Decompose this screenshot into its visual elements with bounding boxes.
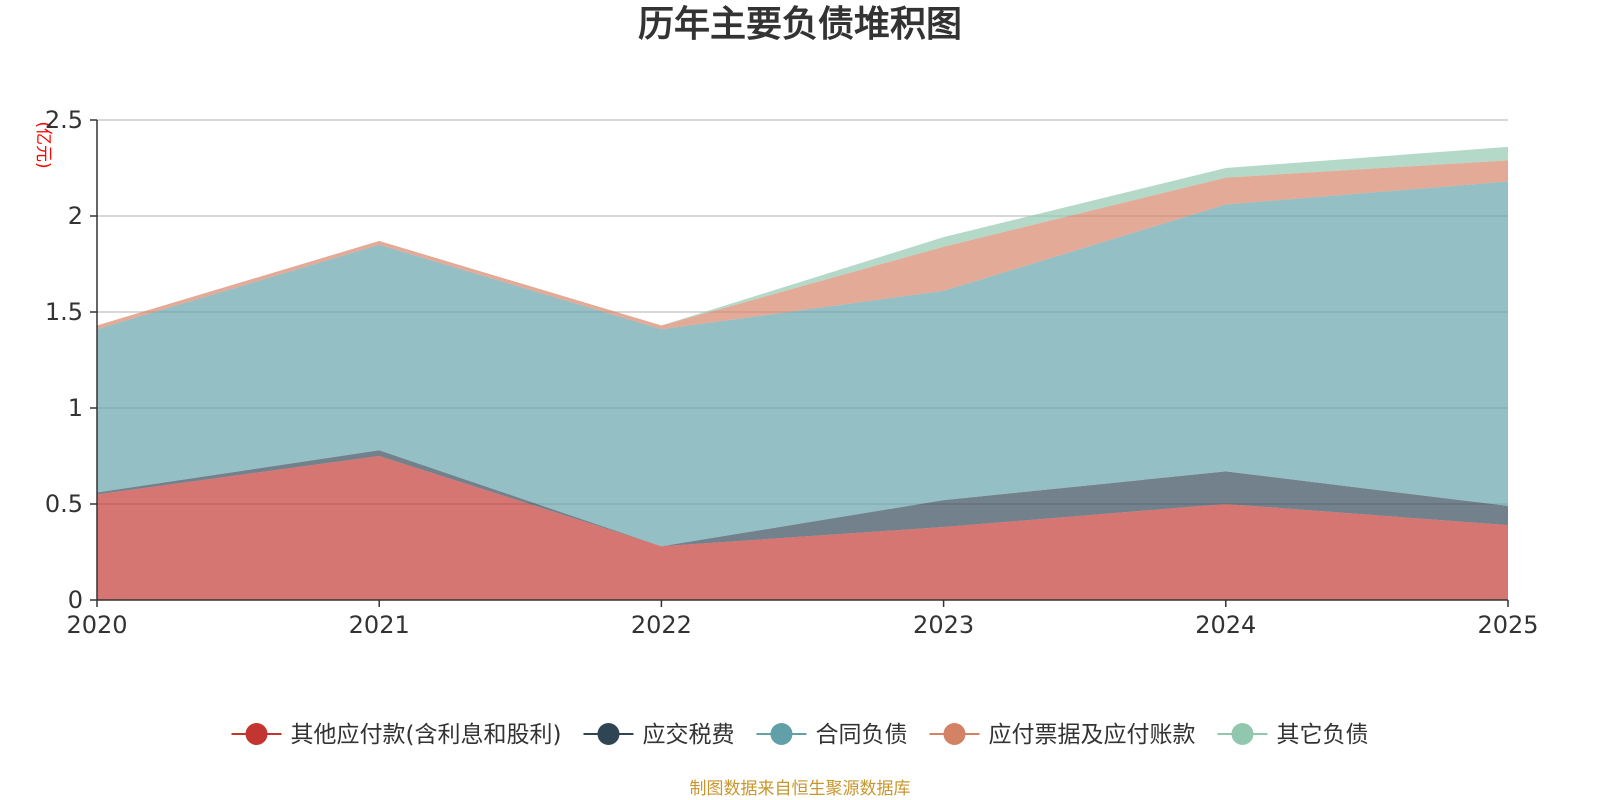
y-tick-label: 2	[68, 202, 83, 230]
y-axis-unit-label: (亿元)	[33, 121, 53, 168]
legend-marker-icon	[1231, 723, 1254, 745]
chart-title: 历年主要负债堆积图	[638, 4, 962, 45]
area-series-4	[97, 160, 1508, 330]
x-tick-label: 2020	[66, 611, 127, 639]
y-tick-label: 1	[68, 394, 83, 422]
area-series-1	[97, 456, 1508, 600]
legend-marker-icon	[770, 723, 793, 745]
x-tick-label: 2022	[631, 611, 692, 639]
y-tick-label: 1.5	[45, 298, 83, 326]
legend-label: 应交税费	[642, 722, 734, 748]
legend-label: 应付票据及应付账款	[988, 722, 1195, 748]
legend-label: 其它负债	[1276, 722, 1368, 748]
legend-item-1[interactable]: 其他应付款(含利息和股利)	[231, 722, 562, 748]
x-tick-label: 2023	[913, 611, 974, 639]
area-series-2	[97, 450, 1508, 547]
legend-marker-icon	[597, 723, 620, 745]
x-tick-label: 2024	[1195, 611, 1256, 639]
source-note: 制图数据来自恒生聚源数据库	[690, 779, 911, 799]
legend: 其他应付款(含利息和股利) 应交税费 合同负债 应付票据及应付账款 其它负债	[231, 722, 1368, 748]
area-series-5	[97, 146, 1508, 326]
x-tick-label: 2025	[1477, 611, 1538, 639]
legend-label: 其他应付款(含利息和股利)	[291, 722, 562, 748]
legend-marker-icon	[245, 723, 268, 745]
legend-label: 合同负债	[815, 722, 907, 748]
legend-item-3[interactable]: 合同负债	[756, 722, 907, 748]
legend-item-5[interactable]: 其它负债	[1217, 722, 1368, 748]
y-tick-label: 2.5	[45, 106, 83, 134]
y-tick-label: 0	[68, 586, 83, 614]
legend-item-2[interactable]: 应交税费	[583, 722, 734, 748]
y-tick-label: 0.5	[45, 490, 83, 518]
x-tick-label: 2021	[349, 611, 410, 639]
area-series-3	[97, 181, 1508, 547]
legend-item-4[interactable]: 应付票据及应付账款	[929, 722, 1195, 748]
area-series	[97, 146, 1508, 600]
legend-marker-icon	[943, 723, 966, 745]
axes: 0 0.5 1 1.5 2 2.5 2020 2021 2022 2023 2024 2025	[45, 106, 1539, 639]
